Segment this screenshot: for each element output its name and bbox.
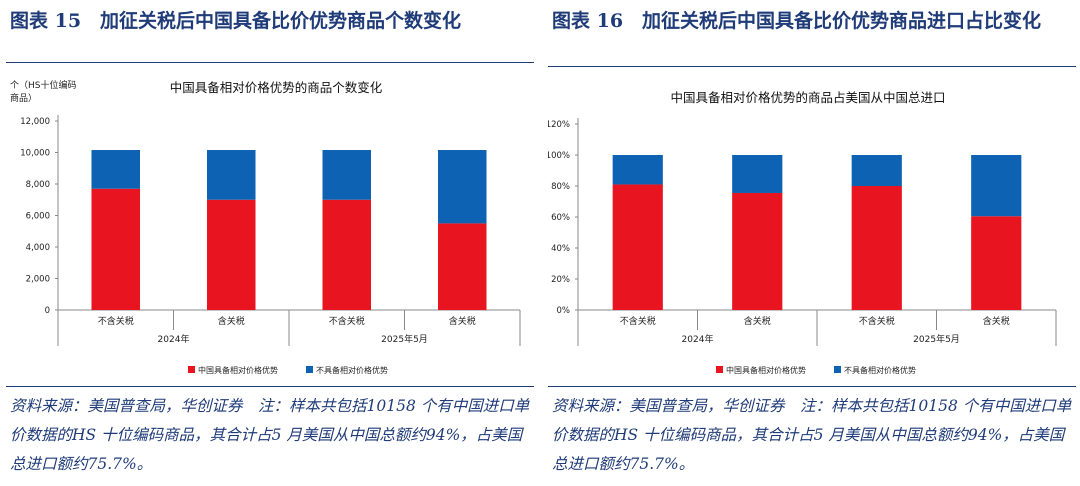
x-tick-label: 不含关税 bbox=[859, 315, 895, 327]
y-tick-label: 0% bbox=[557, 306, 571, 316]
bar-segment-advantage bbox=[437, 223, 487, 310]
legend-swatch-no-advantage bbox=[306, 366, 313, 373]
chart-panel-left: 图表 15 加征关税后中国具备比价优势商品个数变化 中国具备相对价格优势的商品个… bbox=[6, 0, 534, 486]
legend-swatch-advantage bbox=[188, 366, 195, 373]
bar-segment-no-advantage bbox=[732, 155, 783, 193]
title-rule bbox=[6, 62, 534, 63]
x-group-label: 2025年5月 bbox=[913, 333, 960, 345]
y-tick-label: 60% bbox=[551, 213, 570, 223]
y-tick-label: 20% bbox=[551, 275, 570, 285]
source-rule bbox=[6, 386, 534, 387]
bar-segment-no-advantage bbox=[612, 155, 663, 185]
x-tick-label: 不含关税 bbox=[329, 315, 365, 327]
bar-segment-no-advantage bbox=[971, 155, 1022, 217]
legend-label: 不具备相对价格优势 bbox=[316, 365, 388, 375]
y-axis-label: 个（HS十位编码 bbox=[10, 79, 76, 91]
stacked-bar-chart: 中国具备相对价格优势的商品占美国从中国总进口 0% 20% 40% 60% 80% 100%… bbox=[548, 90, 1057, 375]
x-tick-label: 含关税 bbox=[218, 315, 245, 327]
y-tick-label: 4,000 bbox=[26, 243, 50, 253]
y-tick-label: 0 bbox=[45, 306, 50, 316]
y-tick-label: 8,000 bbox=[26, 180, 50, 190]
x-group-label: 2024年 bbox=[682, 333, 714, 345]
legend-label: 中国具备相对价格优势 bbox=[726, 365, 806, 375]
bar-segment-advantage bbox=[732, 192, 783, 310]
title-rule bbox=[548, 66, 1076, 67]
y-tick-label: 40% bbox=[551, 244, 570, 254]
source-note: 资料来源：美国普查局，华创证券 注：样本共包括10158 个有中国进口单价数据的… bbox=[552, 397, 1072, 473]
figure-title: 图表 15 加征关税后中国具备比价优势商品个数变化 bbox=[10, 10, 462, 32]
y-tick-label: 2,000 bbox=[26, 275, 50, 285]
x-tick-label: 不含关税 bbox=[620, 315, 656, 327]
bar-segment-advantage bbox=[851, 186, 902, 310]
bar-segment-advantage bbox=[971, 216, 1022, 310]
y-tick-label: 100% bbox=[548, 151, 570, 161]
y-tick-label: 120% bbox=[548, 120, 570, 130]
bar-segment-advantage bbox=[322, 199, 372, 310]
y-tick-label: 6,000 bbox=[26, 212, 50, 222]
bar-segment-no-advantage bbox=[322, 150, 372, 200]
source-note: 资料来源：美国普查局，华创证券 注：样本共包括10158 个有中国进口单价数据的… bbox=[10, 397, 530, 473]
x-group-label: 2025年5月 bbox=[381, 333, 428, 345]
x-tick-label: 含关税 bbox=[449, 315, 476, 327]
x-tick-label: 不含关税 bbox=[98, 315, 134, 327]
chart-title: 中国具备相对价格优势的商品占美国从中国总进口 bbox=[670, 90, 945, 105]
chart-panel-right: 图表 16 加征关税后中国具备比价优势商品进口占比变化 中国具备相对价格优势的商… bbox=[548, 0, 1076, 486]
x-tick-label: 含关税 bbox=[744, 315, 771, 327]
bar-segment-no-advantage bbox=[851, 155, 902, 186]
y-axis-label: 商品） bbox=[10, 92, 37, 104]
x-group-label: 2024年 bbox=[158, 333, 190, 345]
bar-segment-advantage bbox=[91, 188, 141, 310]
bar-segment-no-advantage bbox=[437, 150, 487, 224]
bar-segment-advantage bbox=[206, 199, 256, 310]
bar-segment-no-advantage bbox=[91, 150, 141, 189]
y-tick-label: 10,000 bbox=[20, 149, 50, 159]
chart-title: 中国具备相对价格优势的商品个数变化 bbox=[170, 80, 383, 95]
figure-title: 图表 16 加征关税后中国具备比价优势商品进口占比变化 bbox=[552, 10, 1042, 32]
x-tick-label: 含关税 bbox=[983, 315, 1010, 327]
legend-label: 中国具备相对价格优势 bbox=[198, 365, 278, 375]
legend-swatch-advantage bbox=[716, 366, 723, 373]
bar-segment-advantage bbox=[612, 184, 663, 310]
y-tick-label: 80% bbox=[551, 182, 570, 192]
legend-label: 不具备相对价格优势 bbox=[844, 365, 916, 375]
legend-swatch-no-advantage bbox=[834, 366, 841, 373]
source-rule bbox=[548, 386, 1076, 387]
y-tick-label: 12,000 bbox=[20, 117, 50, 127]
bar-segment-no-advantage bbox=[206, 150, 256, 200]
